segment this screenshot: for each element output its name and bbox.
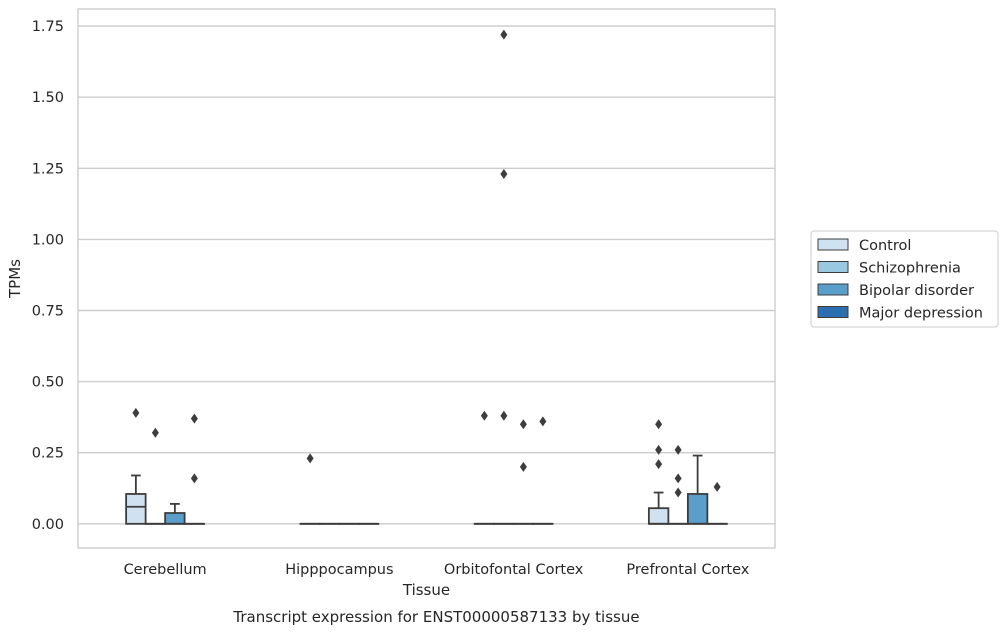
y-tick-label: 1.50 bbox=[32, 90, 64, 106]
y-tick-label: 1.00 bbox=[32, 232, 64, 248]
box-2-2 bbox=[512, 419, 535, 525]
y-axis-label: TPMs bbox=[6, 259, 24, 299]
plot-area-frame bbox=[77, 8, 776, 549]
box-body bbox=[164, 512, 186, 525]
outlier-marker bbox=[655, 459, 663, 470]
x-tick-label: Orbitofontal Cortex bbox=[444, 562, 584, 578]
outlier-marker bbox=[151, 427, 159, 438]
box-3-3 bbox=[706, 481, 728, 525]
outlier-marker bbox=[190, 473, 198, 484]
outlier-marker bbox=[480, 410, 488, 421]
outlier-marker bbox=[500, 410, 508, 421]
box-3-2 bbox=[532, 416, 554, 525]
legend: Control Schizophrenia Bipolar disorder Majo… bbox=[810, 230, 999, 328]
outlier-marker bbox=[132, 407, 140, 418]
x-tick-label: Prefrontal Cortex bbox=[626, 562, 749, 578]
outlier-marker bbox=[674, 444, 682, 455]
gridlines bbox=[78, 25, 775, 525]
y-axis-ticks: 0.00 0.25 0.50 0.75 1.00 1.25 1.50 1.75 bbox=[32, 19, 64, 533]
y-tick-label: 0.00 bbox=[32, 517, 64, 533]
box-2-3 bbox=[686, 454, 709, 525]
outlier-marker bbox=[655, 444, 663, 455]
outlier-marker bbox=[306, 453, 314, 464]
y-tick-label: 1.75 bbox=[32, 19, 64, 35]
x-tick-label: Hipppocampus bbox=[285, 562, 393, 578]
legend-swatch bbox=[817, 238, 849, 251]
box-0-0 bbox=[125, 407, 147, 525]
outlier-marker bbox=[500, 29, 508, 40]
box-3-0 bbox=[183, 413, 206, 525]
outlier-marker bbox=[539, 416, 547, 427]
y-tick-label: 1.25 bbox=[32, 161, 64, 177]
x-axis-label: Tissue bbox=[402, 581, 450, 599]
box-0-3 bbox=[647, 419, 670, 525]
outlier-marker bbox=[713, 481, 721, 492]
outlier-marker bbox=[674, 487, 682, 498]
outlier-marker bbox=[190, 413, 198, 424]
legend-label: Schizophrenia bbox=[859, 261, 961, 277]
box-0-2 bbox=[473, 410, 496, 525]
y-tick-label: 0.75 bbox=[32, 303, 64, 319]
box-1-3 bbox=[667, 444, 689, 525]
y-tick-label: 0.50 bbox=[32, 375, 64, 391]
box-2-0 bbox=[164, 503, 186, 525]
box-body bbox=[125, 493, 147, 525]
legend-label: Major depression bbox=[859, 306, 983, 322]
legend-label: Control bbox=[859, 238, 911, 254]
box-body bbox=[686, 493, 709, 525]
legend-swatch bbox=[817, 283, 849, 296]
outlier-marker bbox=[519, 419, 527, 430]
box-1-0 bbox=[144, 427, 167, 525]
x-axis-ticks: Cerebellum Hipppocampus Orbitofontal Corte… bbox=[124, 562, 750, 578]
legend-frame bbox=[810, 230, 999, 328]
chart-caption: Transcript expression for ENST0000058713… bbox=[232, 608, 639, 626]
box-plot-series bbox=[125, 29, 728, 525]
legend-swatch bbox=[817, 261, 849, 273]
y-tick-label: 0.25 bbox=[32, 446, 64, 462]
box-body bbox=[647, 507, 670, 525]
outlier-marker bbox=[519, 461, 527, 472]
x-tick-label: Cerebellum bbox=[124, 562, 207, 578]
box-1-2 bbox=[493, 29, 515, 525]
legend-label: Bipolar disorder bbox=[859, 283, 974, 299]
outlier-marker bbox=[655, 419, 663, 430]
box-0-1 bbox=[299, 453, 321, 525]
outlier-marker bbox=[500, 168, 508, 179]
outlier-marker bbox=[674, 473, 682, 484]
legend-swatch bbox=[817, 306, 849, 318]
